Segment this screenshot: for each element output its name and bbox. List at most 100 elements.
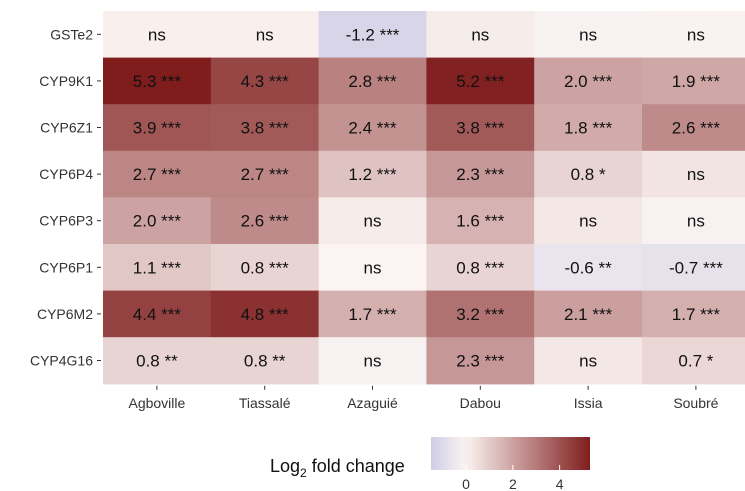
cell-cyp6p1-dabou [426, 244, 535, 292]
cell-cyp6p4-azaguie [318, 150, 427, 198]
cell-cyp6p1-soubre [642, 244, 745, 292]
cell-cyp6p1-issia [534, 244, 643, 292]
cell-label-cyp6p4-soubre: ns [687, 165, 705, 184]
cell-gste2-azaguie [318, 11, 427, 59]
cell-cyp6p4-issia [534, 150, 643, 198]
row-label-cyp4g16: CYP4G16 [30, 353, 93, 369]
cell-label-cyp6p3-dabou: 1.6 *** [456, 212, 505, 231]
cell-cyp4g16-tiassale [210, 337, 320, 385]
row-label-cyp6p1: CYP6P1 [39, 259, 93, 275]
cell-label-cyp4g16-azaguie: ns [364, 352, 382, 371]
cell-gste2-soubre [642, 11, 745, 59]
cell-cyp9k1-agboville [103, 57, 212, 105]
cell-label-cyp6z1-soubre: 2.6 *** [672, 119, 721, 138]
cell-label-cyp9k1-soubre: 1.9 *** [672, 72, 721, 91]
cell-label-cyp6p3-agboville: 2.0 *** [133, 212, 182, 231]
cell-cyp6z1-soubre [642, 104, 745, 152]
legend-tick-2: 2 [509, 476, 517, 491]
cell-cyp6p4-soubre [642, 150, 745, 198]
cell-label-cyp9k1-issia: 2.0 *** [564, 72, 613, 91]
cell-label-gste2-issia: ns [579, 25, 597, 44]
cell-label-cyp6p3-tiassale: 2.6 *** [241, 212, 290, 231]
legend-color-bar [431, 437, 590, 470]
row-label-cyp6p3: CYP6P3 [39, 213, 93, 229]
cell-cyp4g16-azaguie [318, 337, 427, 385]
cell-label-cyp4g16-tiassale: 0.8 ** [244, 352, 286, 371]
cell-cyp9k1-dabou [426, 57, 535, 105]
cell-label-cyp6p1-tiassale: 0.8 *** [241, 258, 290, 277]
cell-gste2-tiassale [210, 11, 320, 59]
cell-label-gste2-tiassale: ns [256, 25, 274, 44]
cell-label-cyp4g16-dabou: 2.3 *** [456, 352, 505, 371]
cell-cyp9k1-tiassale [210, 57, 320, 105]
cell-label-cyp6z1-dabou: 3.8 *** [456, 119, 505, 138]
cell-cyp6p3-tiassale [210, 197, 320, 245]
cell-label-cyp9k1-tiassale: 4.3 *** [241, 72, 290, 91]
cell-cyp9k1-azaguie [318, 57, 427, 105]
cell-cyp6p4-agboville [103, 150, 212, 198]
column-label-azaguie: Azaguié [347, 395, 398, 411]
cell-cyp6p3-issia [534, 197, 643, 245]
cell-label-cyp6p1-soubre: -0.7 *** [669, 258, 723, 277]
cell-label-cyp6p3-azaguie: ns [364, 212, 382, 231]
column-label-agboville: Agboville [128, 395, 185, 411]
cell-cyp6m2-soubre [642, 290, 745, 338]
cell-label-cyp6m2-dabou: 3.2 *** [456, 305, 505, 324]
cell-label-cyp6p4-tiassale: 2.7 *** [241, 165, 290, 184]
legend-tick-0: 0 [462, 476, 470, 491]
cell-label-cyp6p4-dabou: 2.3 *** [456, 165, 505, 184]
cell-label-gste2-agboville: ns [148, 25, 166, 44]
cell-gste2-dabou [426, 11, 535, 59]
cell-cyp4g16-soubre [642, 337, 745, 385]
cell-cyp4g16-dabou [426, 337, 535, 385]
cell-cyp6m2-tiassale [210, 290, 320, 338]
cell-cyp6m2-azaguie [318, 290, 427, 338]
cell-cyp6z1-dabou [426, 104, 535, 152]
cell-label-gste2-dabou: ns [471, 25, 489, 44]
cell-label-cyp6m2-issia: 2.1 *** [564, 305, 613, 324]
cell-label-cyp6z1-tiassale: 3.8 *** [241, 119, 290, 138]
cell-cyp6p3-soubre [642, 197, 745, 245]
cell-label-cyp6p4-issia: 0.8 * [571, 165, 606, 184]
cell-label-cyp6p1-azaguie: ns [364, 258, 382, 277]
cell-label-cyp6z1-agboville: 3.9 *** [133, 119, 182, 138]
legend-title-main: Log [270, 456, 300, 476]
cell-cyp6z1-agboville [103, 104, 212, 152]
cell-label-cyp6z1-issia: 1.8 *** [564, 119, 613, 138]
column-label-issia: Issia [574, 395, 603, 411]
cell-gste2-agboville [103, 11, 212, 59]
column-tick-labels: Agboville Tiassalé Azaguié Dabou Issia Soubré [128, 385, 719, 411]
cell-label-cyp6m2-tiassale: 4.8 *** [241, 305, 290, 324]
cell-cyp6m2-dabou [426, 290, 535, 338]
heatmap-cells [103, 11, 745, 385]
legend-title: Log2 fold change [270, 456, 405, 480]
cell-cyp6p4-dabou [426, 150, 535, 198]
cell-cyp4g16-agboville [103, 337, 212, 385]
cell-cyp6p3-agboville [103, 197, 212, 245]
heatmap-cell-labels: ns ns -1.2 *** ns ns ns 5.3 *** 4.3 *** 2.8 *** 5… [133, 25, 723, 370]
cell-label-cyp6p1-agboville: 1.1 *** [133, 258, 182, 277]
cell-cyp6p1-azaguie [318, 244, 427, 292]
cell-label-cyp6p3-soubre: ns [687, 212, 705, 231]
cell-cyp6z1-issia [534, 104, 643, 152]
cell-label-cyp6z1-azaguie: 2.4 *** [348, 119, 397, 138]
cell-label-cyp6p1-issia: -0.6 ** [564, 258, 612, 277]
cell-label-cyp6p4-azaguie: 1.2 *** [348, 165, 397, 184]
cell-cyp4g16-issia [534, 337, 643, 385]
row-label-cyp6z1: CYP6Z1 [40, 120, 93, 136]
row-label-gste2: GSTe2 [50, 26, 93, 42]
row-label-cyp6m2: CYP6M2 [37, 306, 93, 322]
column-label-soubre: Soubré [673, 395, 718, 411]
cell-label-cyp6m2-azaguie: 1.7 *** [348, 305, 397, 324]
cell-label-gste2-soubre: ns [687, 25, 705, 44]
legend-title-subscript: 2 [300, 466, 307, 480]
cell-label-cyp4g16-agboville: 0.8 ** [136, 352, 178, 371]
cell-label-cyp4g16-soubre: 0.7 * [678, 352, 713, 371]
cell-label-gste2-azaguie: -1.2 *** [346, 25, 400, 44]
cell-cyp6p1-tiassale [210, 244, 320, 292]
cell-label-cyp6p1-dabou: 0.8 *** [456, 258, 505, 277]
cell-cyp6m2-issia [534, 290, 643, 338]
cell-label-cyp9k1-azaguie: 2.8 *** [348, 72, 397, 91]
legend-ticks: 0 2 4 [462, 465, 564, 491]
